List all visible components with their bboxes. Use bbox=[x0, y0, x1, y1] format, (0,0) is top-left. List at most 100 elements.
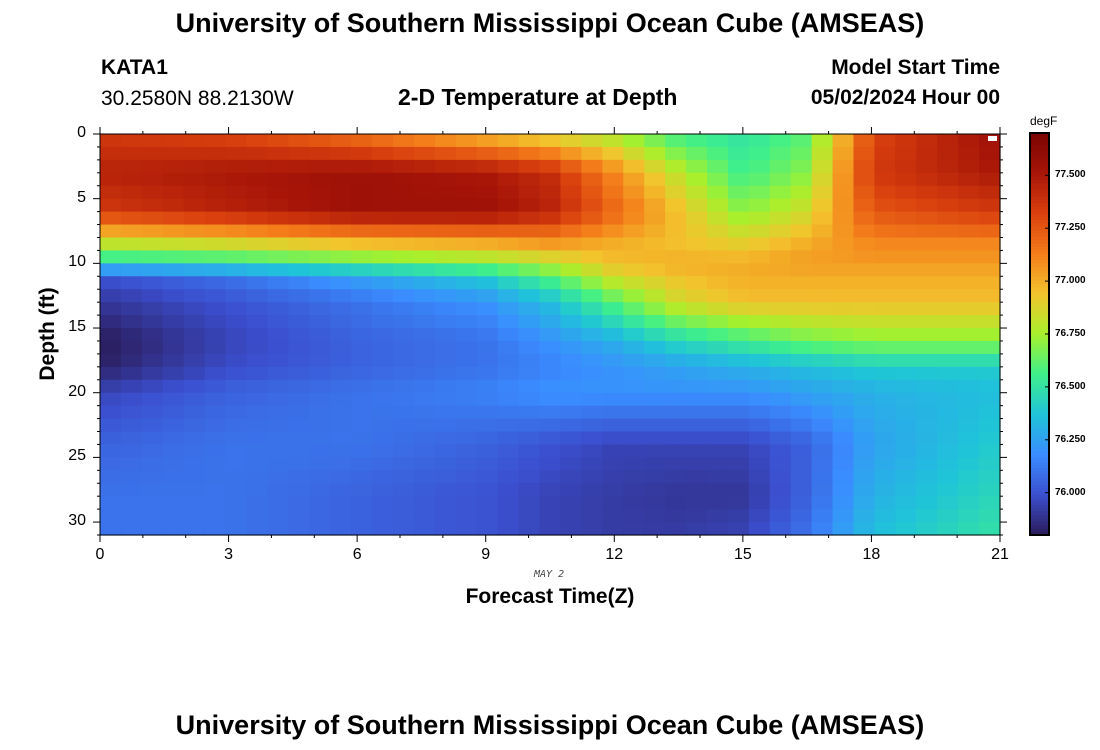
heatmap-cell bbox=[706, 496, 729, 510]
heatmap-cell bbox=[937, 276, 959, 290]
heatmap-cell bbox=[832, 211, 855, 226]
heatmap-cell bbox=[769, 366, 792, 381]
heatmap-cell bbox=[727, 353, 750, 368]
heatmap-cell bbox=[518, 353, 541, 368]
heatmap-cell bbox=[288, 444, 310, 458]
heatmap-cell bbox=[434, 237, 457, 252]
plot-frame-top-marker bbox=[988, 136, 997, 141]
colorbar-segment bbox=[1030, 243, 1049, 248]
heatmap-cell bbox=[644, 470, 666, 484]
heatmap-cell bbox=[309, 418, 331, 433]
heatmap-cell bbox=[811, 353, 834, 368]
heatmap-cell bbox=[351, 276, 373, 290]
heatmap-cell bbox=[811, 211, 834, 226]
heatmap-cell bbox=[790, 159, 813, 174]
heatmap-cell bbox=[100, 263, 122, 277]
heatmap-cell bbox=[141, 483, 164, 497]
heatmap-cell bbox=[246, 263, 269, 277]
heatmap-cell bbox=[288, 340, 310, 355]
heatmap-cell bbox=[246, 431, 269, 446]
heatmap-cell bbox=[539, 328, 562, 342]
heatmap-cell bbox=[288, 263, 310, 277]
colorbar-segment bbox=[1030, 277, 1049, 281]
heatmap-cell bbox=[769, 340, 792, 355]
heatmap-cell bbox=[560, 146, 582, 161]
heatmap-cell bbox=[267, 496, 289, 510]
heatmap-cell bbox=[769, 496, 792, 510]
heatmap-cell bbox=[267, 483, 289, 497]
heatmap-cell bbox=[769, 276, 792, 290]
heatmap-cell bbox=[958, 340, 980, 355]
heatmap-cell bbox=[434, 405, 457, 420]
heatmap-cell bbox=[476, 483, 499, 497]
heatmap-cell bbox=[434, 392, 457, 407]
heatmap-cell bbox=[686, 366, 708, 381]
colorbar-segment bbox=[1030, 390, 1049, 395]
heatmap-cell bbox=[330, 470, 352, 484]
colorbar-segment bbox=[1030, 153, 1049, 158]
heatmap-cell bbox=[100, 276, 122, 290]
heatmap-cell bbox=[727, 522, 750, 536]
heatmap-cell bbox=[141, 134, 164, 148]
heatmap-cell bbox=[393, 289, 415, 303]
heatmap-cell bbox=[895, 172, 917, 187]
heatmap-cell bbox=[853, 134, 876, 148]
heatmap-cell bbox=[748, 263, 771, 277]
heatmap-cell bbox=[623, 224, 645, 239]
heatmap-cell bbox=[790, 522, 813, 536]
heatmap-cell bbox=[874, 159, 896, 174]
heatmap-cell bbox=[790, 276, 813, 290]
heatmap-cell bbox=[413, 146, 436, 161]
heatmap-cell bbox=[413, 224, 436, 239]
heatmap-cell bbox=[309, 470, 331, 484]
heatmap-cell bbox=[330, 159, 352, 174]
heatmap-cell bbox=[686, 353, 708, 368]
heatmap-cell bbox=[644, 185, 666, 200]
x-axis-ticks bbox=[99, 127, 1001, 542]
heatmap-cell bbox=[351, 198, 373, 213]
heatmap-cell bbox=[372, 379, 394, 394]
heatmap-cell bbox=[162, 379, 185, 394]
heatmap-cell bbox=[581, 444, 603, 458]
heatmap-cell bbox=[434, 211, 457, 226]
colorbar-segment bbox=[1030, 323, 1049, 328]
heatmap-cell bbox=[832, 146, 855, 161]
heatmap-cell bbox=[267, 159, 289, 174]
heatmap-cell bbox=[874, 379, 896, 394]
heatmap-cell bbox=[916, 431, 938, 446]
heatmap-cell bbox=[853, 172, 876, 187]
colorbar-segment bbox=[1030, 367, 1049, 372]
heatmap-cell bbox=[267, 444, 289, 458]
heatmap-cell bbox=[225, 250, 248, 264]
heatmap-cell bbox=[476, 289, 499, 303]
heatmap-cell bbox=[518, 211, 541, 226]
heatmap-cell bbox=[309, 134, 331, 148]
colorbar-segment bbox=[1030, 434, 1049, 439]
heatmap-cell bbox=[727, 250, 750, 264]
colorbar-tick-label: 76.750 bbox=[1055, 328, 1086, 339]
colorbar-segment bbox=[1030, 290, 1049, 295]
heatmap-cell bbox=[518, 302, 541, 316]
heatmap-cell bbox=[267, 289, 289, 303]
colorbar-segment bbox=[1030, 481, 1049, 486]
heatmap-cell bbox=[623, 496, 645, 510]
heatmap-cell bbox=[832, 366, 855, 381]
heatmap-cell bbox=[727, 483, 750, 497]
heatmap-cell bbox=[937, 470, 959, 484]
heatmap-cell bbox=[351, 509, 373, 523]
heatmap-cell bbox=[162, 134, 185, 148]
heatmap-cell bbox=[204, 470, 227, 484]
heatmap-cell bbox=[413, 237, 436, 252]
heatmap-cell bbox=[141, 198, 164, 213]
heatmap-cell bbox=[455, 237, 478, 252]
heatmap-cell bbox=[393, 172, 415, 187]
heatmap-cell bbox=[832, 302, 855, 316]
heatmap-cell bbox=[706, 418, 729, 433]
heatmap-cell bbox=[351, 302, 373, 316]
heatmap-cell bbox=[372, 483, 394, 497]
heatmap-cell bbox=[518, 457, 541, 471]
colorbar-segment bbox=[1030, 488, 1049, 493]
heatmap-cell bbox=[372, 224, 394, 239]
colorbar-segment bbox=[1030, 437, 1049, 442]
heatmap-cell bbox=[581, 134, 603, 148]
